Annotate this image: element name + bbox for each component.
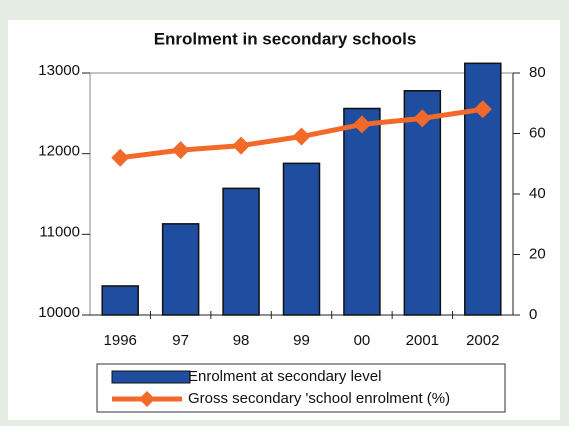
- legend-label: Enrolment at secondary level: [188, 368, 381, 385]
- x-tick-label: 2001: [406, 332, 439, 349]
- legend-swatch: [111, 370, 191, 384]
- marker: [352, 115, 371, 134]
- x-tick-label: 1996: [104, 332, 137, 349]
- x-tick-label: 97: [172, 332, 189, 349]
- y-tick-label: 11000: [39, 223, 80, 240]
- x-tick-label: 2002: [466, 332, 499, 349]
- y2-tick-label: 0: [529, 306, 537, 323]
- y2-tick-label: 40: [529, 185, 546, 202]
- y-tick-label: 13000: [38, 62, 80, 79]
- legend-box: [96, 363, 506, 413]
- x-tick-label: 98: [233, 332, 250, 349]
- legend-label: Gross secondary 'school enrolment (%): [188, 390, 450, 407]
- y2-tick-label: 80: [529, 64, 546, 81]
- chart-title: Enrolment in secondary schools: [154, 29, 417, 48]
- bar: [161, 223, 200, 316]
- bar: [343, 107, 381, 316]
- bar: [222, 187, 260, 316]
- marker: [232, 136, 251, 155]
- marker: [171, 141, 190, 160]
- marker: [111, 148, 130, 167]
- y2-tick-label: 60: [529, 124, 546, 141]
- marker: [413, 109, 432, 128]
- marker: [473, 100, 492, 119]
- y-tick-label: 12000: [38, 143, 80, 160]
- marker: [292, 127, 311, 146]
- x-tick-label: 99: [293, 332, 310, 349]
- legend-marker: [139, 391, 155, 407]
- y-tick-label: 10000: [38, 304, 80, 321]
- x-tick-label: 00: [354, 332, 371, 349]
- bar: [403, 89, 442, 316]
- y2-tick-label: 20: [529, 245, 546, 262]
- bar: [282, 162, 321, 316]
- bar: [101, 285, 139, 316]
